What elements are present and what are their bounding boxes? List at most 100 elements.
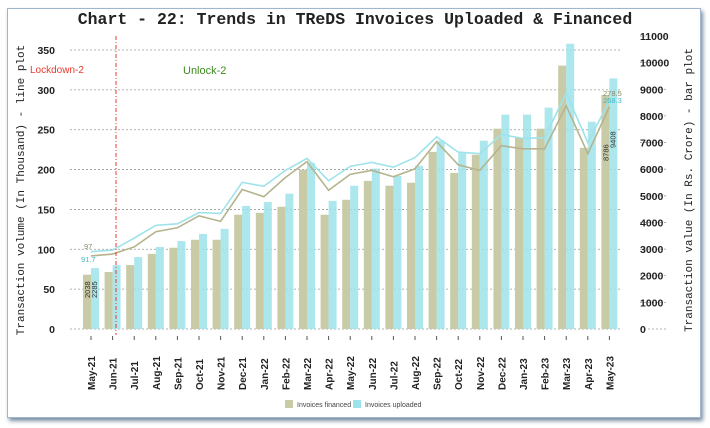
bar-uploaded bbox=[393, 175, 402, 329]
bar-financed bbox=[104, 271, 113, 329]
right-tick-label: 2000 bbox=[640, 271, 664, 283]
legend-label-uploaded: Invoices uploaded bbox=[365, 402, 422, 409]
x-tick-label: Mar-23 bbox=[562, 357, 573, 390]
bar-uploaded bbox=[609, 78, 618, 329]
x-tick-label: Jun-21 bbox=[109, 357, 120, 390]
bar-financed bbox=[255, 212, 264, 329]
bar-uploaded bbox=[371, 168, 380, 329]
bar-financed bbox=[126, 265, 135, 329]
left-tick-label: 200 bbox=[37, 165, 55, 177]
x-tick-label: Jun-22 bbox=[368, 357, 379, 390]
bar-uploaded bbox=[263, 201, 272, 329]
right-tick-label: 8000 bbox=[640, 111, 664, 123]
bar-financed bbox=[299, 169, 307, 329]
left-tick-label: 250 bbox=[37, 125, 55, 137]
bar-uploaded bbox=[91, 268, 99, 329]
x-tick-label: Feb-23 bbox=[541, 357, 552, 390]
line-uploaded bbox=[90, 91, 611, 253]
data-label: 91.7 bbox=[81, 255, 96, 264]
bar-financed bbox=[407, 182, 415, 329]
bar-financed bbox=[83, 274, 91, 329]
bar-uploaded bbox=[177, 241, 186, 329]
bar-financed bbox=[191, 239, 199, 329]
x-tick-label: Sep-21 bbox=[173, 357, 184, 390]
bar-uploaded bbox=[523, 114, 531, 329]
x-tick-label: Oct-22 bbox=[454, 358, 465, 390]
right-tick-label: 1000 bbox=[640, 297, 664, 309]
right-tick-label: 11000 bbox=[640, 31, 669, 43]
right-tick-label: 9000 bbox=[640, 84, 664, 96]
bar-financed bbox=[471, 154, 480, 329]
line-financed bbox=[90, 103, 611, 257]
data-label: 278.5 bbox=[603, 89, 622, 98]
data-label: 9408 bbox=[608, 131, 617, 148]
data-label: 268.3 bbox=[603, 96, 622, 105]
x-tick-label: Feb-22 bbox=[281, 357, 292, 390]
bar-financed bbox=[363, 180, 372, 329]
right-tick-label: 6000 bbox=[640, 164, 664, 176]
left-tick-label: 100 bbox=[37, 244, 55, 256]
bar-financed bbox=[277, 206, 286, 329]
right-tick-label: 3000 bbox=[640, 244, 664, 256]
data-label: 2285 bbox=[90, 281, 99, 298]
x-tick-label: Oct-21 bbox=[195, 358, 206, 390]
bar-financed bbox=[169, 247, 178, 329]
right-tick-label: 5000 bbox=[640, 191, 664, 203]
x-tick-label: Dec-21 bbox=[238, 357, 249, 390]
bar-uploaded bbox=[155, 246, 164, 329]
x-tick-label: May-22 bbox=[346, 356, 357, 390]
left-tick-label: 0 bbox=[49, 324, 55, 336]
data-label: 2038 bbox=[83, 281, 92, 298]
bar-uploaded bbox=[328, 200, 337, 329]
annotation-lockdown: Lockdown-2 bbox=[30, 65, 84, 76]
right-tick-label: 7000 bbox=[640, 138, 664, 150]
bar-financed bbox=[342, 199, 351, 329]
bar-financed bbox=[493, 128, 502, 329]
bar-uploaded bbox=[112, 265, 121, 329]
bar-financed bbox=[601, 94, 610, 330]
x-tick-label: Jan-23 bbox=[519, 358, 530, 390]
x-tick-label: Sep-22 bbox=[433, 357, 444, 390]
chart-title: Chart - 22: Trends in TReDS Invoices Upl… bbox=[77, 10, 633, 29]
left-tick-label: 300 bbox=[37, 85, 55, 97]
bar-financed bbox=[450, 172, 459, 329]
bar-financed bbox=[579, 147, 588, 329]
bar-financed bbox=[536, 128, 545, 329]
bar-financed bbox=[558, 65, 567, 330]
annotation-unlock: Unlock-2 bbox=[183, 65, 226, 77]
bar-uploaded bbox=[415, 165, 423, 329]
bar-uploaded bbox=[220, 228, 229, 329]
bar-uploaded bbox=[436, 140, 445, 329]
bar-uploaded bbox=[544, 107, 553, 329]
legend-label-financed: Invoices financed bbox=[297, 402, 351, 409]
x-tick-label: Aug-22 bbox=[411, 356, 422, 390]
bar-financed bbox=[385, 185, 394, 329]
x-tick-label: Mar-22 bbox=[303, 357, 314, 390]
legend-swatch-uploaded bbox=[353, 400, 361, 408]
left-tick-label: 150 bbox=[37, 204, 55, 216]
bar-financed bbox=[515, 137, 523, 329]
x-tick-label: Nov-21 bbox=[217, 356, 228, 390]
left-tick-label: 50 bbox=[43, 284, 55, 296]
data-label: 8786 bbox=[601, 144, 610, 161]
left-axis-label: Transaction volume (In Thousand) - line … bbox=[16, 45, 28, 335]
x-tick-label: Apr-22 bbox=[325, 358, 336, 390]
bar-uploaded bbox=[566, 43, 575, 329]
bar-financed bbox=[320, 214, 329, 329]
x-tick-label: Nov-22 bbox=[476, 356, 487, 390]
bar-uploaded bbox=[501, 114, 510, 329]
bar-uploaded bbox=[587, 121, 596, 329]
bar-uploaded bbox=[242, 205, 251, 329]
right-axis-label: Transaction value (In Rs. Crore) - bar p… bbox=[684, 48, 696, 332]
bar-uploaded bbox=[199, 233, 207, 329]
data-label: 97 bbox=[84, 242, 92, 251]
x-tick-label: Jan-22 bbox=[260, 358, 271, 390]
bar-financed bbox=[428, 151, 437, 329]
bar-financed bbox=[212, 239, 221, 329]
bar-uploaded bbox=[458, 152, 467, 329]
right-tick-label: 10000 bbox=[640, 58, 669, 70]
x-tick-label: Aug-21 bbox=[152, 356, 163, 390]
bar-uploaded bbox=[134, 257, 143, 329]
x-tick-label: May-21 bbox=[87, 356, 98, 390]
